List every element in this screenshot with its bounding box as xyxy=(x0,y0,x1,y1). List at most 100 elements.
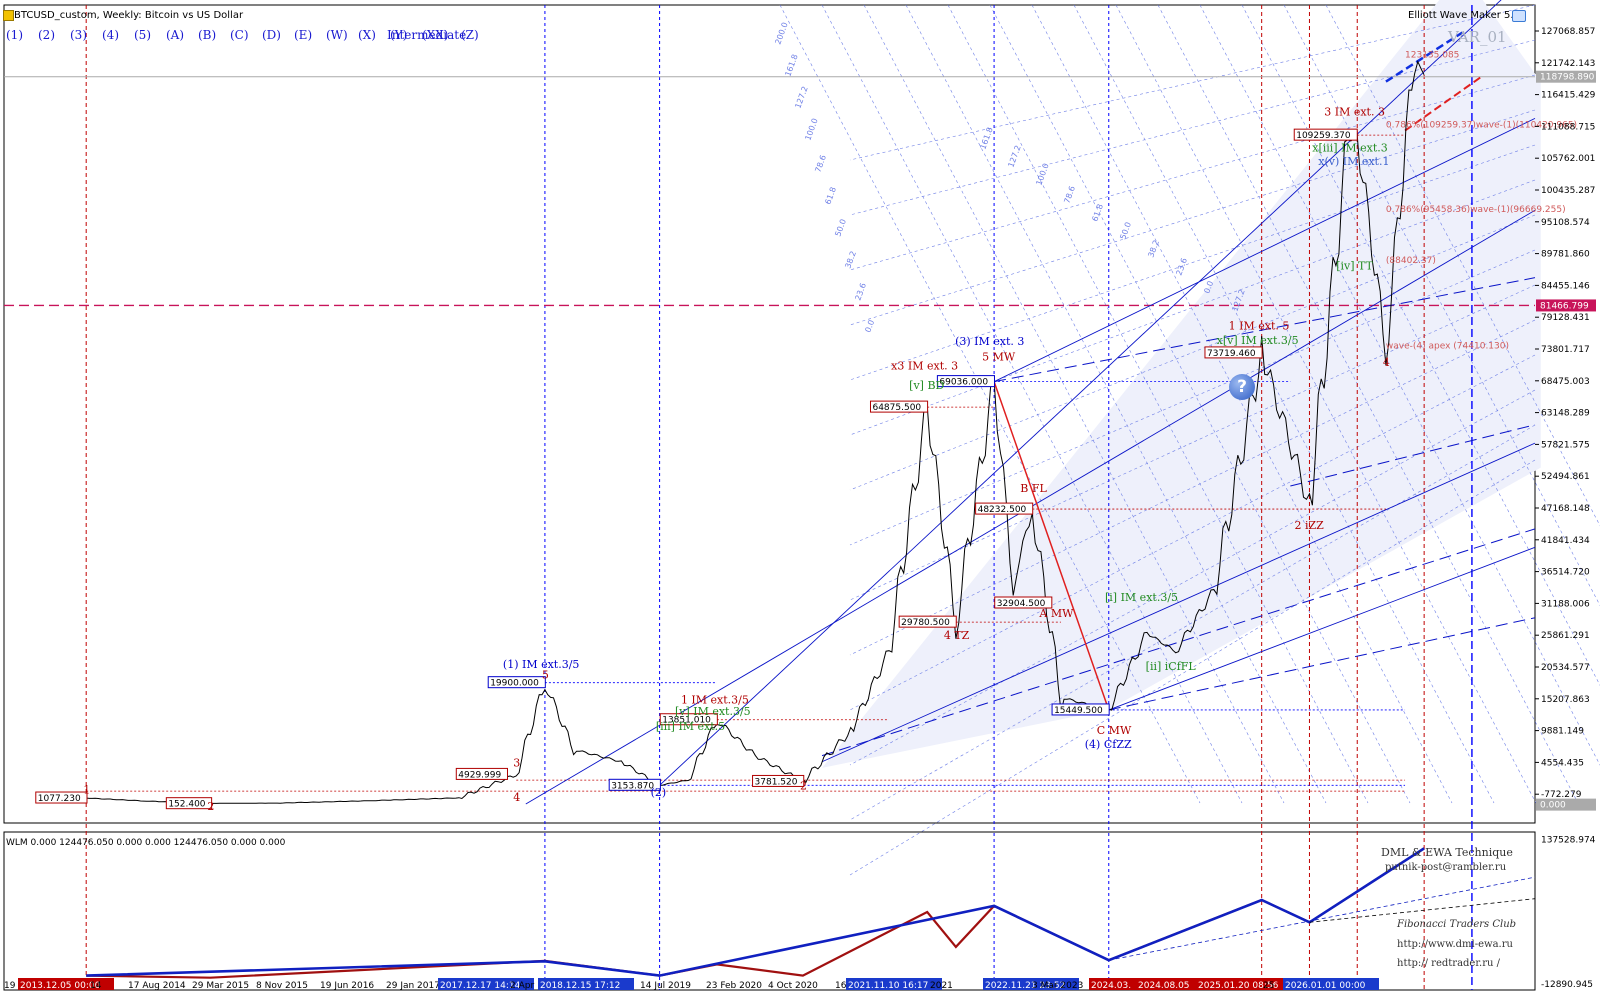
price-axis-label: 89781.860 xyxy=(1541,250,1590,260)
level-note: 0.786%(95458.36)wave-(1)(96669.255) xyxy=(1386,205,1566,215)
wave-label: 2 xyxy=(207,800,214,813)
fib-grid-line xyxy=(849,39,1536,216)
dashed-trend-line xyxy=(993,277,1536,383)
variant-label: VAR_01 xyxy=(1448,28,1507,46)
price-box-label: 152.400 xyxy=(165,797,213,810)
wave-label: 3 IM ext. 3 xyxy=(1324,105,1385,118)
upper-projection-line xyxy=(1385,31,1464,83)
price-axis-label: 111088.715 xyxy=(1541,122,1595,132)
time-axis-label: 2021 xyxy=(930,981,953,991)
time-axis-label: 3 Mar 2023 xyxy=(1032,981,1083,991)
price-box-frame xyxy=(1293,128,1358,141)
wave-label: C MW xyxy=(1097,724,1132,737)
price-box-label: 15449.500 xyxy=(1051,703,1110,716)
fib-fan-line xyxy=(1325,4,1600,527)
price-box-label: 13851.010 xyxy=(659,713,718,726)
level-note: 123135.085 xyxy=(1405,51,1459,61)
wave-button-3[interactable]: (3) xyxy=(70,28,87,42)
indicator-name: Elliott Wave Maker 5.63 xyxy=(1408,10,1527,21)
wave-label: [ii] iCfFL xyxy=(1146,660,1197,673)
indicator-axis-label: 137528.974 xyxy=(1541,836,1596,846)
wave-label: 5 MW xyxy=(982,350,1016,363)
wave-button-y[interactable]: (Y) xyxy=(390,28,408,42)
wave-label: 4 xyxy=(513,791,520,804)
wave-label: x[v] IM ext.3/5 xyxy=(1217,334,1299,347)
time-axis-label: 2018.12.15 17:12 xyxy=(540,981,620,991)
credit-line-3: Fibonacci Traders Club xyxy=(1397,919,1517,930)
wave-button-d[interactable]: (D) xyxy=(262,28,281,42)
price-axis-label: 79128.431 xyxy=(1541,313,1590,323)
price-box-frame xyxy=(1204,346,1263,359)
fib-fan-line xyxy=(1199,4,1600,766)
fib-fan-line xyxy=(989,4,1411,804)
price-axis-label: 63148.289 xyxy=(1541,409,1590,419)
wave-button-xx[interactable]: (XX) xyxy=(422,28,449,42)
wave-button-w[interactable]: (W) xyxy=(326,28,348,42)
time-axis-label: 19 M xyxy=(4,981,26,991)
credit-line-4: http://www.dml-ewa.ru xyxy=(1397,939,1513,950)
wave-label: 2 xyxy=(800,779,807,792)
price-axis-label: 52494.861 xyxy=(1541,472,1590,482)
wave-button-2[interactable]: (2) xyxy=(38,28,55,42)
time-axis-label: 14 xyxy=(90,981,102,991)
price-box-frame xyxy=(35,791,88,804)
wave-label: 1 IM ext. 5 xyxy=(1229,320,1290,333)
wave-button-c[interactable]: (C) xyxy=(230,28,249,42)
price-box-text: 4929.999 xyxy=(458,770,501,780)
time-axis-label: 29 Jan 2017 xyxy=(386,981,440,991)
level-note: wave-(4) apex (74410.130) xyxy=(1386,342,1509,352)
price-box-label: 48232.500 xyxy=(975,502,1034,515)
price-axis-label: 15207.863 xyxy=(1541,695,1590,705)
indicator-axis-label: -12890.945 xyxy=(1541,980,1593,990)
price-box-text: 3153.870 xyxy=(611,781,654,791)
price-box-frame xyxy=(487,676,546,689)
time-axis-label: 2013.12.05 00:00 xyxy=(20,981,101,991)
wave-button-1[interactable]: (1) xyxy=(6,28,23,42)
trend-line xyxy=(1108,546,1536,711)
wave-button-a[interactable]: (A) xyxy=(166,28,185,42)
price-box-frame xyxy=(869,400,929,413)
wave-label: 2 iZZ xyxy=(1294,519,1324,532)
price-axis-label: 121742.143 xyxy=(1541,59,1595,69)
price-box-frame xyxy=(936,375,995,388)
price-box-text: 15449.500 xyxy=(1054,706,1103,716)
wave-label: [v] BD xyxy=(909,379,944,392)
price-box-label: 3781.520 xyxy=(752,774,805,787)
degree-label[interactable]: Intermediate xyxy=(387,28,467,42)
price-box-text: 32904.500 xyxy=(997,599,1046,609)
wave-label: x[iii] IM ext.3 xyxy=(1312,141,1388,154)
price-box-text: 48232.500 xyxy=(978,505,1027,515)
wave-label: [iv] TT xyxy=(1336,260,1373,273)
trend-line xyxy=(821,442,1536,763)
price-marker-label: 118798.890 xyxy=(1540,73,1595,83)
price-box-text: 3781.520 xyxy=(755,777,798,787)
wave-button-x[interactable]: (X) xyxy=(358,28,376,42)
time-axis-label: 25 xyxy=(1263,981,1274,991)
trend-line xyxy=(993,117,1536,383)
price-box-label: 1077.230 xyxy=(35,791,88,804)
fib-grid-line xyxy=(849,249,1536,546)
price-box-text: 69036.000 xyxy=(939,378,988,388)
wave-label: 5 xyxy=(542,668,549,681)
fib-grid-line xyxy=(849,179,1536,436)
time-marker-box xyxy=(438,978,534,990)
price-marker-box xyxy=(1536,798,1596,811)
fib-fan-line xyxy=(821,4,1243,804)
wave-label: x3 IM ext. 3 xyxy=(891,360,958,373)
help-icon[interactable]: ? xyxy=(1229,374,1255,400)
time-axis-label: 2017.12.17 14:14 xyxy=(440,981,521,991)
price-axis-label: 84455.146 xyxy=(1541,281,1590,291)
wave-button-4[interactable]: (4) xyxy=(102,28,119,42)
credit-line-5: http:// redtrader.ru / xyxy=(1397,958,1500,969)
wave-button-e[interactable]: (E) xyxy=(294,28,313,42)
wave-label: [iii] IM ext.5 xyxy=(656,720,725,733)
price-box-label: 3153.870 xyxy=(608,778,661,791)
price-box-text: 19900.000 xyxy=(490,679,539,689)
price-box-label: 19900.000 xyxy=(487,676,546,689)
indicator-hat-icon xyxy=(1512,10,1526,22)
wave-button-5[interactable]: (5) xyxy=(134,28,151,42)
wave-button-b[interactable]: (B) xyxy=(198,28,217,42)
wave-button-z[interactable]: (Z) xyxy=(461,28,479,42)
dashed-trend-line xyxy=(821,528,1536,757)
